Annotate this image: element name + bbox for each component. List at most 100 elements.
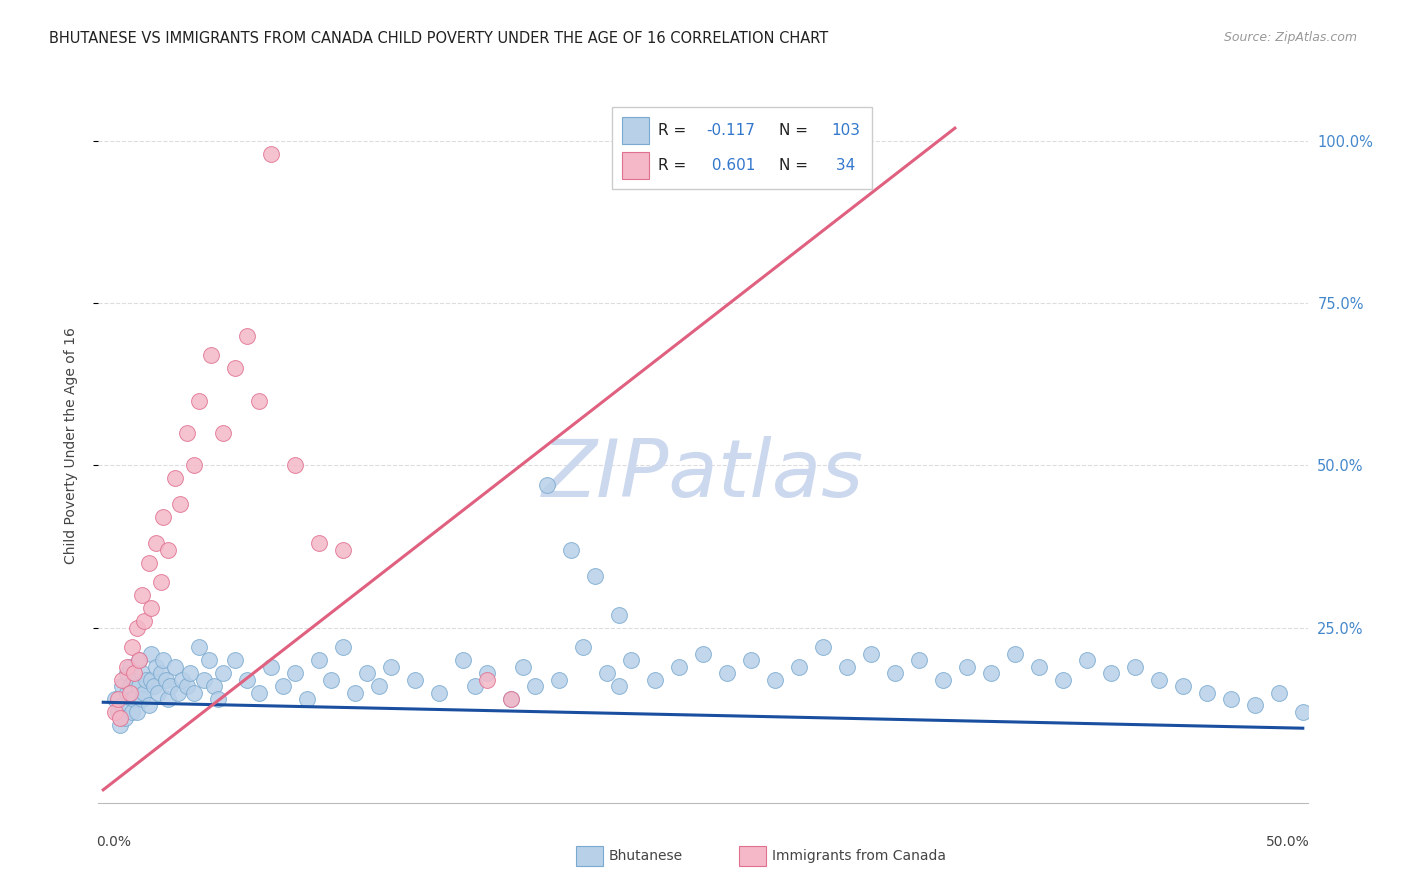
Y-axis label: Child Poverty Under the Age of 16: Child Poverty Under the Age of 16 [63,327,77,565]
Point [284,666,307,681]
Point [260,147,283,161]
Text: ZIPatlas: ZIPatlas [541,435,865,514]
Point [716,666,738,681]
Point [118,659,141,673]
Point [1292,705,1315,719]
Point [835,659,858,673]
Point [908,653,931,667]
Point [124,666,146,681]
Point [596,666,619,681]
Point [165,471,187,485]
Point [368,679,391,693]
Point [583,568,606,582]
Point [121,692,143,706]
Point [668,659,690,673]
Point [142,679,165,693]
Text: R =: R = [658,123,692,138]
Point [104,692,127,706]
Point [512,659,534,673]
Point [124,692,146,706]
Point [115,666,138,681]
Point [132,685,155,699]
Point [811,640,834,654]
Point [124,673,146,687]
Point [179,666,201,681]
Point [1004,647,1026,661]
Point [128,679,150,693]
Point [224,653,246,667]
Text: 0.601: 0.601 [707,158,755,173]
Point [141,647,163,661]
Point [247,685,270,699]
Point [740,653,762,667]
Point [128,653,150,667]
Point [131,666,153,681]
Point [114,711,136,725]
Point [207,692,229,706]
Point [1243,698,1265,713]
Point [193,673,215,687]
Point [332,542,354,557]
Point [111,673,134,687]
Point [356,666,378,681]
Point [451,653,474,667]
Text: -0.117: -0.117 [707,123,755,138]
Point [200,348,222,362]
Point [404,673,426,687]
Point [1171,679,1194,693]
Point [236,673,259,687]
Point [125,621,148,635]
Text: Immigrants from Canada: Immigrants from Canada [772,848,946,863]
Point [247,393,270,408]
Point [1195,685,1218,699]
Point [427,685,450,699]
Point [524,679,547,693]
FancyBboxPatch shape [621,152,648,179]
Point [138,698,160,713]
Text: 50.0%: 50.0% [1267,835,1310,849]
Point [607,679,630,693]
Point [107,705,129,719]
Point [308,653,330,667]
Point [956,659,979,673]
Text: Bhutanese: Bhutanese [609,848,683,863]
Point [572,640,595,654]
Point [152,510,174,524]
Point [224,361,246,376]
FancyBboxPatch shape [613,107,872,189]
Point [284,458,307,473]
Point [1076,653,1098,667]
Point [560,542,582,557]
Point [188,640,211,654]
Point [149,575,172,590]
Point [332,640,354,654]
Point [499,692,522,706]
Point [536,478,558,492]
Point [188,393,211,408]
Text: Source: ZipAtlas.com: Source: ZipAtlas.com [1223,31,1357,45]
Text: 0.0%: 0.0% [96,835,131,849]
Point [607,607,630,622]
Point [159,679,181,693]
Point [644,673,666,687]
Point [111,698,134,713]
Point [115,685,138,699]
Point [108,718,131,732]
Point [980,666,1002,681]
Point [169,497,191,511]
Point [125,705,148,719]
Text: R =: R = [658,158,692,173]
Point [1147,673,1170,687]
Point [344,685,367,699]
Point [932,673,955,687]
Point [321,673,343,687]
Point [131,692,153,706]
Point [121,705,143,719]
Point [884,666,907,681]
Point [118,685,141,699]
Bar [740,846,766,865]
Point [380,659,402,673]
Point [132,614,155,628]
Point [475,673,498,687]
Point [138,556,160,570]
